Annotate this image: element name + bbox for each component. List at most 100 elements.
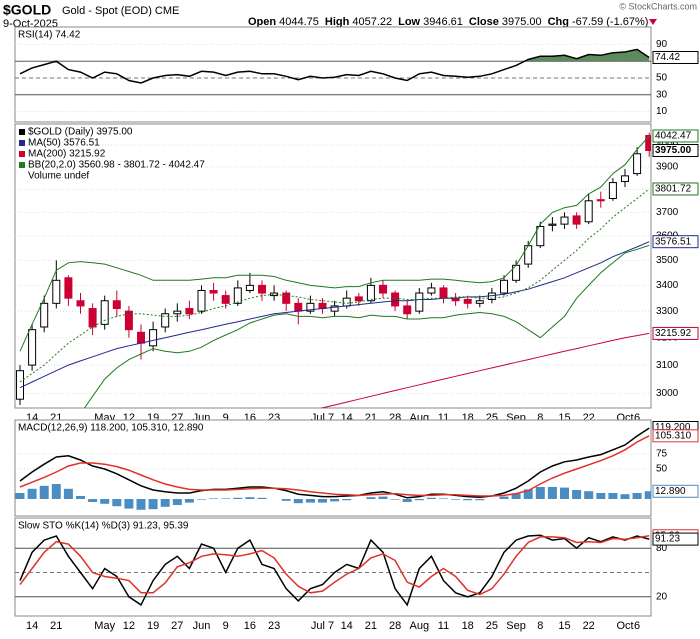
value-tag bbox=[652, 429, 699, 443]
value-tag-label: 105.310 bbox=[655, 430, 692, 441]
candle-body bbox=[197, 289, 206, 312]
candle-body bbox=[294, 302, 303, 312]
histogram-bar bbox=[112, 499, 122, 507]
histogram-bar bbox=[439, 498, 448, 499]
y-tick-label: 10 bbox=[656, 106, 668, 117]
line bbox=[19, 534, 650, 596]
value-tag-label: 4042.47 bbox=[655, 131, 692, 142]
value-tag bbox=[652, 532, 699, 546]
candle-body bbox=[88, 308, 97, 328]
candle-body bbox=[439, 287, 448, 299]
histogram-bar bbox=[535, 487, 545, 499]
x-tick-label: 6 bbox=[634, 412, 640, 424]
quote-value: -67.59 (-1.67%) bbox=[572, 16, 648, 28]
value-tag bbox=[652, 144, 699, 158]
panel-title: MACD(12,26,9) 118.200, 105.310, 12.890 bbox=[18, 423, 204, 434]
histogram-bar bbox=[100, 499, 110, 504]
legend-swatch bbox=[19, 129, 25, 135]
candle-body bbox=[40, 302, 49, 328]
y-tick-label: 75 bbox=[656, 449, 668, 460]
candle-body bbox=[366, 284, 375, 302]
candle-body bbox=[149, 329, 158, 347]
histogram-bar bbox=[136, 499, 146, 510]
x-tick-label: 21 bbox=[365, 620, 377, 632]
histogram-bar bbox=[63, 488, 73, 499]
legend-entry: MA(50) 3576.51 bbox=[28, 138, 100, 149]
histogram-bar bbox=[76, 496, 85, 499]
histogram-bar bbox=[366, 497, 376, 499]
plot bbox=[15, 43, 651, 113]
x-tick-label: Aug bbox=[410, 620, 430, 632]
x-tick-label: May bbox=[94, 620, 115, 632]
histogram-bar bbox=[318, 499, 327, 503]
candle-body bbox=[621, 175, 629, 182]
legend-swatch bbox=[19, 140, 25, 146]
candle-body bbox=[306, 302, 315, 312]
candle-body bbox=[391, 292, 400, 307]
histogram-bar bbox=[160, 499, 170, 507]
candle-body bbox=[258, 284, 266, 294]
quote-value: 4044.75 bbox=[279, 16, 319, 28]
histogram-bar bbox=[124, 499, 134, 509]
candle-body bbox=[403, 305, 412, 315]
histogram-bar bbox=[15, 493, 25, 499]
candle-body bbox=[354, 296, 363, 302]
histogram-bar bbox=[511, 493, 521, 499]
quote-label: Chg bbox=[548, 16, 569, 28]
candle-body bbox=[173, 310, 182, 315]
histogram-bar bbox=[475, 499, 485, 501]
value-tag-label: 74.42 bbox=[655, 52, 680, 63]
line bbox=[19, 435, 650, 497]
histogram-bar bbox=[39, 485, 49, 499]
plot bbox=[15, 427, 651, 510]
y-tick-label: 20 bbox=[656, 591, 668, 602]
candle-body bbox=[560, 216, 569, 225]
y-tick-label: 80 bbox=[656, 543, 668, 554]
histogram-bar bbox=[27, 488, 37, 499]
y-tick-label: 3400 bbox=[656, 280, 679, 291]
down-arrow bbox=[649, 19, 657, 25]
x-tick-label: 19 bbox=[147, 620, 159, 632]
candle-body bbox=[500, 279, 508, 294]
panel-title: RSI(14) 74.42 bbox=[18, 30, 81, 41]
histogram-bar bbox=[172, 499, 182, 505]
histogram-bar bbox=[88, 499, 98, 502]
candle-body bbox=[233, 287, 242, 304]
candle-body bbox=[633, 153, 642, 175]
histogram-bar bbox=[342, 499, 352, 501]
candle-body bbox=[282, 292, 291, 304]
histogram-bar bbox=[221, 498, 231, 499]
quote-label: Open bbox=[248, 16, 276, 28]
y-tick-label: 30 bbox=[656, 89, 668, 100]
candle-body bbox=[112, 300, 121, 310]
y-tick-label: 3300 bbox=[656, 306, 679, 317]
value-tag bbox=[652, 484, 699, 498]
x-tick-label: 25 bbox=[486, 620, 498, 632]
y-tick-label: 3100 bbox=[656, 360, 679, 371]
x-tick-label: 8 bbox=[537, 412, 543, 424]
line bbox=[19, 48, 650, 84]
candle-body bbox=[415, 292, 424, 312]
panel-frame bbox=[14, 26, 652, 123]
histogram-bar bbox=[596, 493, 606, 499]
copyright: © StockCharts.com bbox=[619, 1, 697, 11]
histogram-bar bbox=[209, 498, 219, 499]
x-tick-label: 6 bbox=[634, 620, 640, 632]
x-tick-label: 23 bbox=[268, 620, 280, 632]
legend-entry: Volume undef bbox=[28, 171, 89, 182]
candle-body bbox=[475, 300, 484, 304]
plot bbox=[15, 534, 651, 607]
histogram-bar bbox=[499, 496, 509, 499]
value-tag bbox=[652, 182, 699, 196]
quote-value: 4057.22 bbox=[352, 16, 392, 28]
histogram-bar bbox=[584, 491, 594, 499]
value-tag-label: 3801.72 bbox=[655, 184, 692, 195]
candle-body bbox=[584, 200, 593, 223]
x-tick-label: 11 bbox=[438, 620, 449, 632]
x-tick-label: 9 bbox=[223, 620, 229, 632]
histogram-bar bbox=[281, 499, 291, 501]
line bbox=[320, 332, 650, 408]
candle-body bbox=[463, 298, 472, 304]
y-tick-label: 90 bbox=[656, 39, 668, 50]
line bbox=[19, 241, 650, 389]
